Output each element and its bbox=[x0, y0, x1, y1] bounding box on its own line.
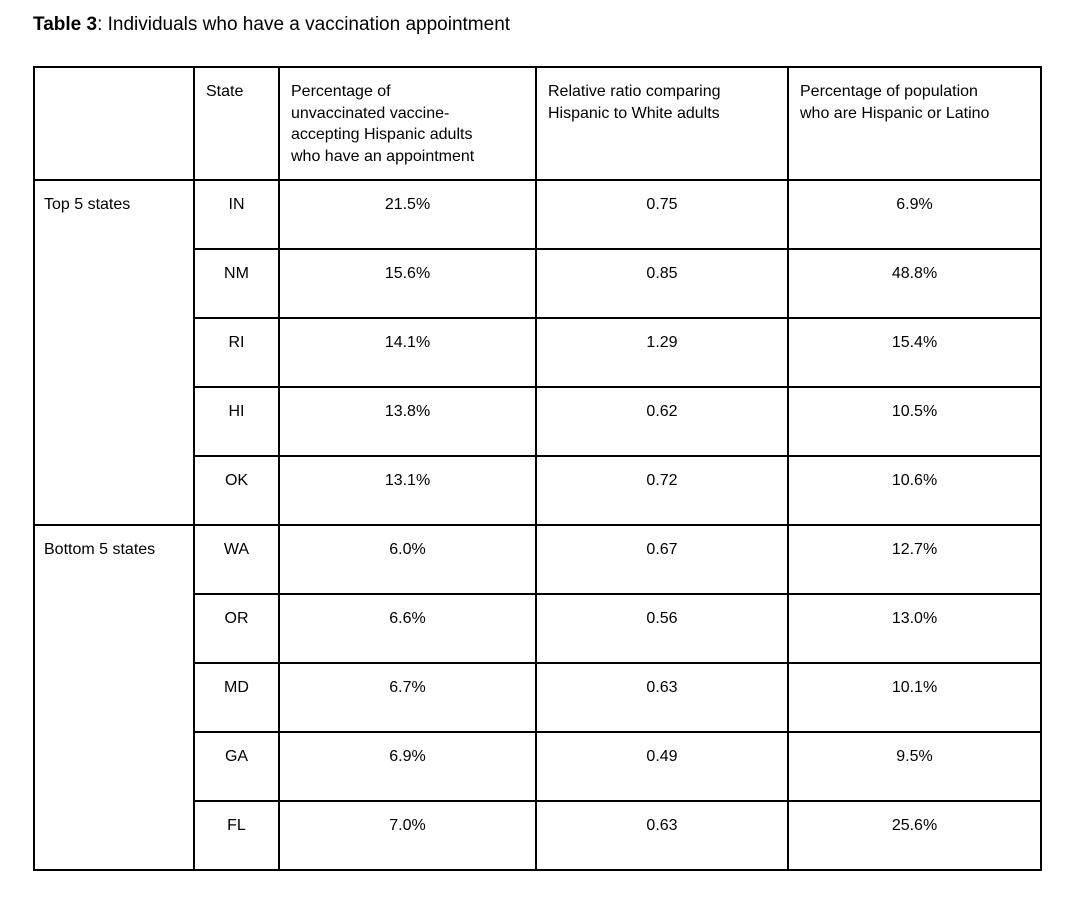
pct-appointment-cell: 6.7% bbox=[278, 662, 537, 733]
relative-ratio-cell: 0.67 bbox=[535, 524, 789, 595]
pct-population-cell: 25.6% bbox=[787, 800, 1042, 871]
table-row: FL 7.0% 0.63 25.6% bbox=[34, 800, 1042, 871]
pct-appointment-cell: 6.9% bbox=[278, 731, 537, 802]
table-row: HI 13.8% 0.62 10.5% bbox=[34, 386, 1042, 457]
pct-population-cell: 10.1% bbox=[787, 662, 1042, 733]
header-row: State Percentage of unvaccinated vaccine… bbox=[33, 66, 1042, 181]
state-cell: FL bbox=[193, 800, 280, 871]
pct-appointment-cell: 14.1% bbox=[278, 317, 537, 388]
pct-appointment-cell: 13.8% bbox=[278, 386, 537, 457]
relative-ratio-cell: 1.29 bbox=[535, 317, 789, 388]
group-label-top5: Top 5 states bbox=[33, 179, 195, 526]
state-cell: OR bbox=[193, 593, 280, 664]
table-row: NM 15.6% 0.85 48.8% bbox=[34, 248, 1042, 319]
pct-appointment-cell: 6.0% bbox=[278, 524, 537, 595]
table-row: RI 14.1% 1.29 15.4% bbox=[34, 317, 1042, 388]
state-cell: GA bbox=[193, 731, 280, 802]
pct-population-cell: 10.6% bbox=[787, 455, 1042, 526]
state-cell: MD bbox=[193, 662, 280, 733]
pct-appointment-cell: 21.5% bbox=[278, 179, 537, 250]
group-label-bottom5: Bottom 5 states bbox=[33, 524, 195, 871]
state-cell: IN bbox=[193, 179, 280, 250]
pct-population-cell: 6.9% bbox=[787, 179, 1042, 250]
pct-appointment-cell: 6.6% bbox=[278, 593, 537, 664]
table-row: GA 6.9% 0.49 9.5% bbox=[34, 731, 1042, 802]
pct-appointment-cell: 7.0% bbox=[278, 800, 537, 871]
pct-appointment-cell: 13.1% bbox=[278, 455, 537, 526]
relative-ratio-cell: 0.63 bbox=[535, 800, 789, 871]
pct-population-cell: 10.5% bbox=[787, 386, 1042, 457]
state-cell: NM bbox=[193, 248, 280, 319]
pct-appointment-cell: 15.6% bbox=[278, 248, 537, 319]
state-cell: RI bbox=[193, 317, 280, 388]
header-state: State bbox=[193, 66, 280, 181]
header-empty-cell bbox=[33, 66, 195, 181]
state-cell: WA bbox=[193, 524, 280, 595]
table-caption: Table 3: Individuals who have a vaccinat… bbox=[33, 13, 510, 37]
table-row: OK 13.1% 0.72 10.6% bbox=[34, 455, 1042, 526]
pct-population-cell: 12.7% bbox=[787, 524, 1042, 595]
table-row: MD 6.7% 0.63 10.1% bbox=[34, 662, 1042, 733]
relative-ratio-cell: 0.72 bbox=[535, 455, 789, 526]
relative-ratio-cell: 0.49 bbox=[535, 731, 789, 802]
table-row: Bottom 5 states WA 6.0% 0.67 12.7% bbox=[33, 524, 1042, 871]
relative-ratio-cell: 0.85 bbox=[535, 248, 789, 319]
table-row: Top 5 states IN 21.5% 0.75 6.9% bbox=[33, 179, 1042, 526]
header-pct-appointment: Percentage of unvaccinated vaccine- acce… bbox=[278, 66, 537, 181]
relative-ratio-cell: 0.62 bbox=[535, 386, 789, 457]
table-caption-label: Table 3 bbox=[33, 14, 98, 35]
relative-ratio-cell: 0.75 bbox=[535, 179, 789, 250]
header-relative-ratio: Relative ratio comparing Hispanic to Whi… bbox=[535, 66, 789, 181]
pct-population-cell: 13.0% bbox=[787, 593, 1042, 664]
state-cell: OK bbox=[193, 455, 280, 526]
pct-population-cell: 15.4% bbox=[787, 317, 1042, 388]
header-pct-population: Percentage of population who are Hispani… bbox=[787, 66, 1042, 181]
table-caption-text: : Individuals who have a vaccination app… bbox=[97, 14, 511, 35]
vaccination-appointment-table: State Percentage of unvaccinated vaccine… bbox=[33, 66, 1042, 871]
state-cell: HI bbox=[193, 386, 280, 457]
table-row: OR 6.6% 0.56 13.0% bbox=[34, 593, 1042, 664]
relative-ratio-cell: 0.56 bbox=[535, 593, 789, 664]
pct-population-cell: 9.5% bbox=[787, 731, 1042, 802]
relative-ratio-cell: 0.63 bbox=[535, 662, 789, 733]
pct-population-cell: 48.8% bbox=[787, 248, 1042, 319]
